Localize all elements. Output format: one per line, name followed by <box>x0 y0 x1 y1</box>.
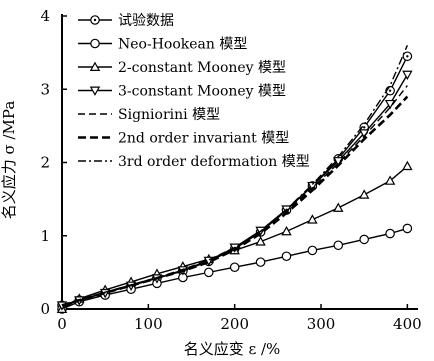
legend-label: 试验数据 <box>118 13 174 29</box>
legend-entry-3: 2-constant Mooney 模型 <box>78 60 286 76</box>
legend-swatch-marker <box>89 61 101 71</box>
data-point <box>384 175 396 185</box>
data-point <box>281 225 292 236</box>
legend-label: 2nd order invariant 模型 <box>118 131 289 147</box>
legend-entry-1: 试验数据 <box>78 13 174 29</box>
x-tick-label: 400 <box>393 315 422 333</box>
data-point-dot <box>406 55 409 58</box>
series-2 <box>57 223 413 314</box>
y-tick-label: 0 <box>40 300 50 318</box>
legend: 试验数据 Neo-Hookean 模型 2-constant Mooney 模型 3-… <box>78 13 310 170</box>
x-tick-label: 100 <box>134 315 163 333</box>
legend-entry-4: 3-constant Mooney 模型 <box>78 84 286 100</box>
data-point <box>229 262 240 273</box>
legend-label: 3rd order deformation 模型 <box>118 154 310 170</box>
series-line <box>61 95 409 307</box>
x-tick-label: 300 <box>307 315 336 333</box>
series-4 <box>56 70 413 311</box>
data-point-dot <box>388 89 392 92</box>
series-line <box>61 85 408 307</box>
x-tick-label: 200 <box>220 315 249 333</box>
legend-entry-6: 2nd order invariant 模型 <box>78 131 289 147</box>
data-point <box>402 70 413 81</box>
legend-swatch-marker <box>90 38 100 49</box>
x-tick-label: 0 <box>57 315 67 333</box>
y-tick-label: 4 <box>40 7 50 25</box>
data-point <box>385 228 395 239</box>
legend-label: 3-constant Mooney 模型 <box>118 84 286 100</box>
y-tick-label: 1 <box>40 227 50 245</box>
y-tick-label: 2 <box>40 154 50 172</box>
x-axis-title: 名义应变 ε /% <box>184 340 281 358</box>
data-point <box>358 189 370 199</box>
data-point <box>203 267 214 278</box>
legend-entry-5: Signiorini 模型 <box>78 107 220 123</box>
data-point <box>359 234 369 245</box>
data-point <box>307 181 318 192</box>
data-point <box>307 245 318 256</box>
series-6 <box>61 95 409 307</box>
data-point <box>333 202 344 212</box>
data-point <box>281 251 292 262</box>
legend-label: Signiorini 模型 <box>118 107 220 123</box>
legend-swatch-marker-dot <box>93 18 97 22</box>
series-line <box>61 165 408 310</box>
series-layer <box>56 45 413 314</box>
legend-swatch-marker <box>89 86 101 96</box>
data-point <box>333 240 344 251</box>
legend-entry-2: Neo-Hookean 模型 <box>78 37 247 53</box>
series-3 <box>56 160 413 313</box>
series-line <box>61 45 409 307</box>
series-7 <box>61 45 409 307</box>
data-point <box>255 236 266 246</box>
legend-label: Neo-Hookean 模型 <box>118 37 247 53</box>
data-point <box>255 257 266 267</box>
data-point-dot <box>362 126 366 129</box>
data-point <box>402 223 413 234</box>
data-point <box>307 214 318 224</box>
y-tick-label: 3 <box>40 80 50 98</box>
data-point <box>402 160 413 171</box>
axes: 0 100 200 300 400 0 1 2 3 4 <box>40 7 421 333</box>
legend-entry-7: 3rd order deformation 模型 <box>78 154 310 170</box>
y-axis-title: 名义应力 σ /MPa <box>0 101 18 220</box>
series-5 <box>61 85 408 307</box>
legend-label: 2-constant Mooney 模型 <box>118 60 286 76</box>
